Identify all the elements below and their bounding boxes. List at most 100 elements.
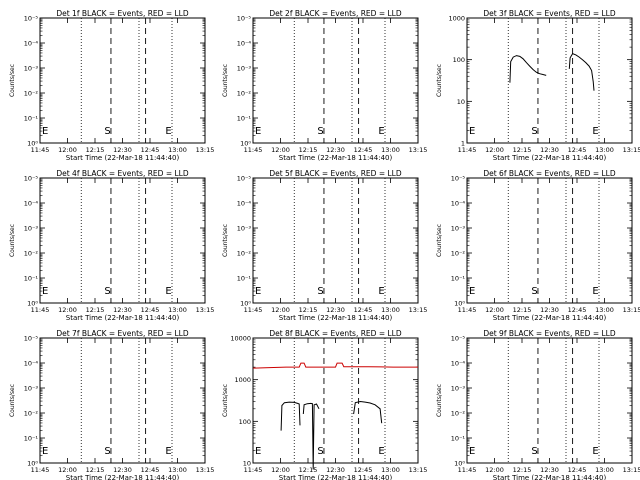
x-tick-label: 13:15 — [196, 466, 215, 474]
y-tick-label: 10⁻⁵ — [24, 335, 39, 343]
x-tick-label: 11:45 — [458, 466, 477, 474]
data-series-line — [280, 401, 301, 431]
x-tick-label: 11:45 — [31, 146, 50, 154]
plot-frame — [39, 17, 206, 144]
y-tick-label: 10⁻⁴ — [24, 200, 39, 208]
chart-title: Det 7f BLACK = Events, RED = LLD — [56, 329, 189, 338]
event-marker-label: E — [165, 126, 171, 137]
x-tick-label: 12:00 — [271, 306, 290, 314]
x-tick-label: 12:15 — [513, 306, 532, 314]
x-tick-label: 12:15 — [299, 146, 318, 154]
x-tick-label: 12:30 — [113, 466, 132, 474]
event-marker-label: E — [592, 126, 598, 137]
y-tick-label: 10⁰ — [27, 460, 38, 468]
y-tick-label: 10⁻⁴ — [24, 40, 39, 48]
data-series-line — [509, 55, 547, 83]
edge-marker-label: E — [469, 286, 475, 297]
event-marker-label: S — [317, 286, 323, 297]
edge-marker-label: E — [255, 286, 261, 297]
x-tick-label: 12:45 — [141, 466, 160, 474]
edge-marker-label: E — [42, 286, 48, 297]
y-tick-label: 10⁻² — [24, 410, 39, 418]
chart-title: Det 4f BLACK = Events, RED = LLD — [56, 169, 189, 178]
y-tick-label: 10⁰ — [27, 300, 38, 308]
y-axis-label: Counts/sec — [436, 384, 443, 417]
x-axis-label: Start Time (22-Mar-18 11:44:40) — [66, 314, 180, 322]
y-axis-label: Counts/sec — [222, 384, 229, 417]
y-tick-label: 10⁻¹ — [451, 435, 466, 443]
x-tick-label: 12:15 — [299, 466, 318, 474]
y-tick-label: 10⁻³ — [237, 225, 252, 233]
x-tick-label: 13:00 — [381, 146, 400, 154]
x-tick-label: 13:00 — [168, 466, 187, 474]
y-tick-label: 100 — [453, 56, 465, 64]
x-tick-label: 13:15 — [409, 306, 428, 314]
event-marker-label: S — [317, 446, 323, 457]
event-marker-label: E — [592, 446, 598, 457]
x-tick-label: 12:15 — [513, 146, 532, 154]
x-axis-label: Start Time (22-Mar-18 11:44:40) — [279, 154, 393, 162]
x-tick-label: 13:00 — [381, 466, 400, 474]
y-tick-label: 1000 — [234, 376, 251, 384]
event-marker-label: E — [378, 126, 384, 137]
data-series-line — [302, 402, 320, 470]
edge-marker-label: E — [469, 446, 475, 457]
x-tick-label: 11:45 — [31, 466, 50, 474]
x-tick-label: 11:45 — [31, 306, 50, 314]
x-tick-label: 12:30 — [540, 466, 559, 474]
chart-panel-3: Det 3f BLACK = Events, RED = LLD 1 10 100 10… — [436, 9, 640, 162]
x-tick-label: 12:00 — [58, 306, 77, 314]
x-tick-label: 12:45 — [141, 306, 160, 314]
x-tick-label: 12:45 — [141, 146, 160, 154]
chart-panel-1: Det 1f BLACK = Events, RED = LLD 10⁰ 10⁻¹ 1… — [9, 9, 214, 162]
y-tick-label: 10⁻³ — [237, 65, 252, 73]
x-axis-label: Start Time (22-Mar-18 11:44:40) — [279, 314, 393, 322]
x-tick-label: 12:00 — [271, 466, 290, 474]
edge-marker-label: E — [42, 126, 48, 137]
y-tick-label: 10⁻³ — [451, 225, 466, 233]
y-axis-label: Counts/sec — [9, 224, 16, 257]
x-tick-label: 13:15 — [409, 466, 428, 474]
x-tick-label: 12:45 — [568, 306, 587, 314]
x-tick-label: 11:45 — [244, 466, 263, 474]
x-tick-label: 13:15 — [623, 466, 640, 474]
x-axis-label: Start Time (22-Mar-18 11:44:40) — [493, 474, 607, 480]
event-marker-label: S — [531, 126, 537, 137]
y-tick-label: 10⁻³ — [24, 225, 39, 233]
chart-title: Det 5f BLACK = Events, RED = LLD — [269, 169, 402, 178]
event-marker-label: E — [592, 286, 598, 297]
plot-frame — [466, 17, 633, 144]
y-tick-label: 10⁻⁴ — [451, 360, 466, 368]
data-series-line — [353, 400, 383, 424]
event-marker-label: E — [165, 446, 171, 457]
y-tick-label: 10⁻¹ — [237, 275, 252, 283]
y-tick-label: 10⁻³ — [24, 385, 39, 393]
y-axis-label: Counts/sec — [9, 64, 16, 97]
event-marker-label: E — [378, 286, 384, 297]
x-tick-label: 13:00 — [595, 146, 614, 154]
x-tick-label: 11:45 — [244, 146, 263, 154]
x-tick-label: 12:30 — [326, 466, 345, 474]
x-axis-label: Start Time (22-Mar-18 11:44:40) — [493, 154, 607, 162]
y-tick-label: 10⁻⁴ — [451, 200, 466, 208]
data-series-line — [568, 52, 595, 91]
y-tick-label: 10⁻⁵ — [237, 15, 252, 23]
x-tick-label: 13:15 — [623, 146, 640, 154]
x-tick-label: 12:00 — [58, 146, 77, 154]
x-axis-label: Start Time (22-Mar-18 11:44:40) — [279, 474, 393, 480]
y-tick-label: 10⁻⁵ — [451, 335, 466, 343]
chart-title: Det 1f BLACK = Events, RED = LLD — [56, 9, 189, 18]
y-tick-label: 10⁻⁴ — [237, 200, 252, 208]
y-axis-label: Counts/sec — [222, 64, 229, 97]
x-tick-label: 11:45 — [458, 306, 477, 314]
chart-title: Det 3f BLACK = Events, RED = LLD — [483, 9, 616, 18]
edge-marker-label: E — [42, 446, 48, 457]
y-tick-label: 10⁻¹ — [24, 435, 39, 443]
event-marker-label: S — [317, 126, 323, 137]
y-tick-label: 10⁻⁵ — [451, 175, 466, 183]
x-axis-label: Start Time (22-Mar-18 11:44:40) — [66, 474, 180, 480]
y-axis-label: Counts/sec — [9, 384, 16, 417]
event-marker-label: S — [531, 286, 537, 297]
data-series-line — [252, 362, 418, 369]
